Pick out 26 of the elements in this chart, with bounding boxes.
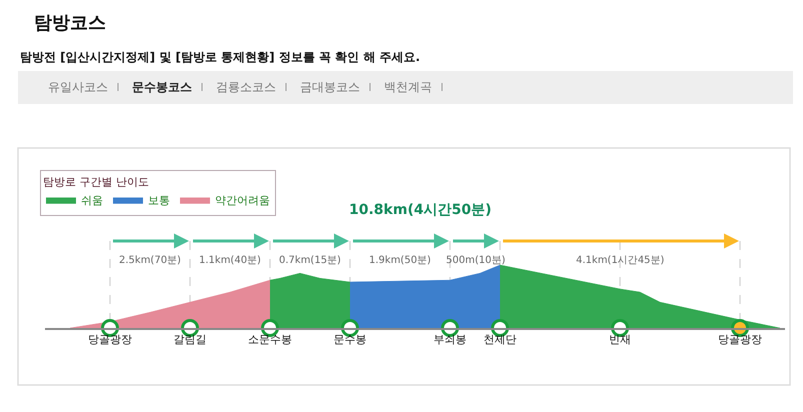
legend-label: 약간어려움 [215,194,270,208]
text: 유일사코스 [48,80,108,94]
x-tick-label: 소문수봉 [248,332,292,346]
x-tick-label: 천제단 [484,332,516,346]
x-tick-label: 부쇠봉 [434,332,466,346]
legend-label: 보통 [148,194,170,208]
legend-label: 쉬움 [81,194,103,208]
text: 금대봉코스 [300,80,360,94]
x-tick-label: 갈림길 [174,332,206,346]
annotation: 2.5km(70분) [119,255,182,266]
text: 10.8km(4시간50분) [349,202,492,218]
annotation: 4.1km(1시간45분) [576,255,664,266]
text: 검룡소코스 [216,80,276,94]
chart-subtitle: 탐방전 [입산시간지정제] 및 [탐방로 통제현황] 정보를 꼭 확인 해 주세요. [20,50,420,64]
x-tick-label: 빈재 [609,332,631,346]
annotation: 0.7km(15분) [279,255,342,266]
x-tick-label: 문수봉 [334,332,366,346]
text: 문수봉코스 [132,80,192,94]
legend-title: 탐방로 구간별 난이도 [43,175,149,188]
annotation: 500m(10분) [446,255,506,266]
annotation: 1.9km(50분) [369,255,432,266]
chart-title: 탐방코스 [34,12,106,34]
x-tick-label: 당골광장 [88,332,132,346]
text: 백천계곡 [384,80,432,94]
annotation: 1.1km(40분) [199,255,262,266]
x-tick-label: 당골광장 [718,332,762,346]
